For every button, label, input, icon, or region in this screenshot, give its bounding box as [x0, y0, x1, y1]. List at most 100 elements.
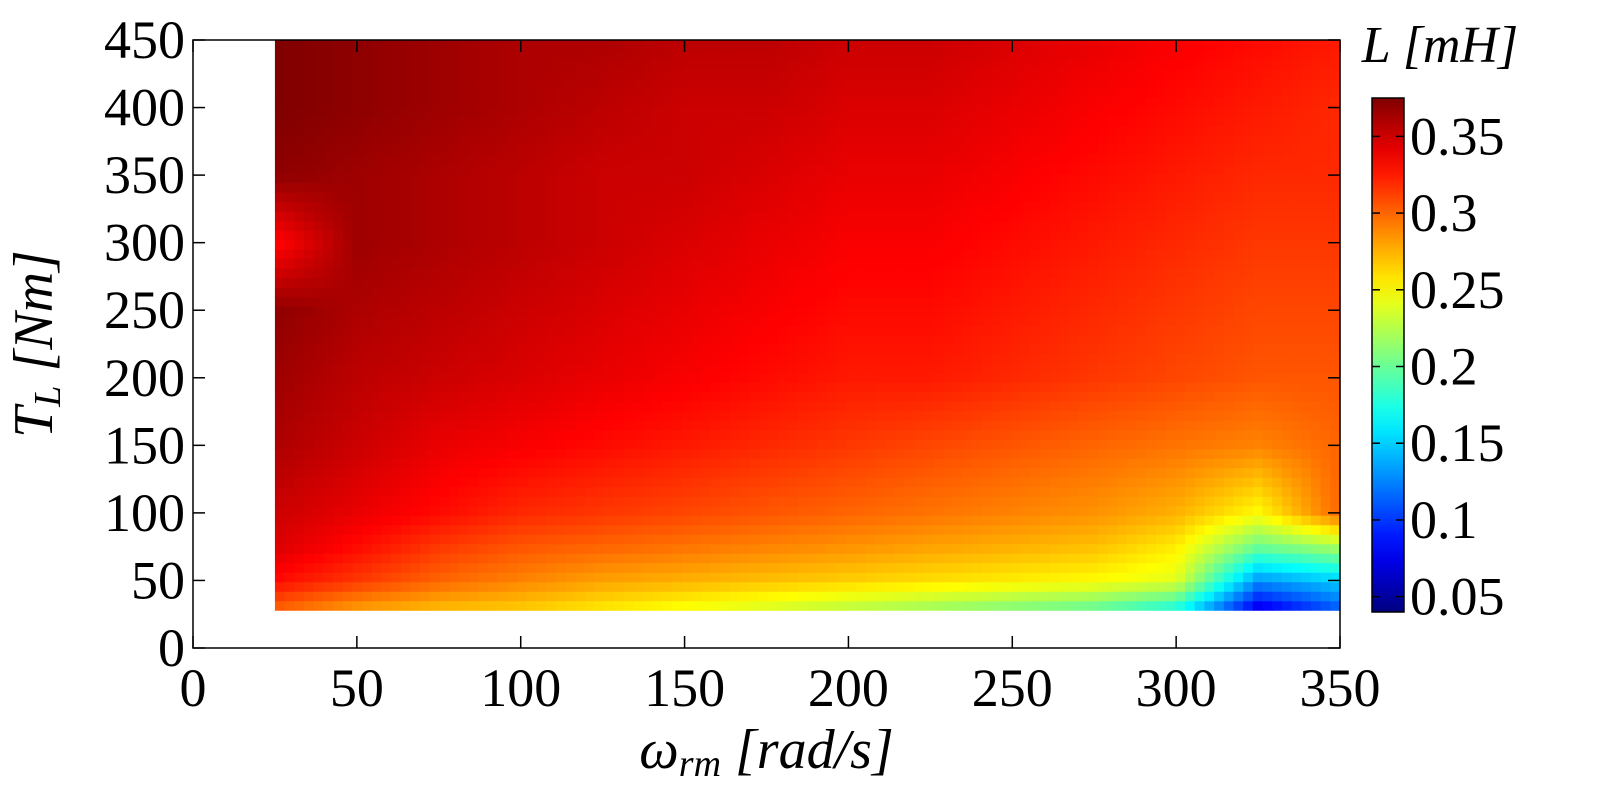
- heatmap-cell: [642, 182, 654, 193]
- heatmap-cell: [342, 581, 353, 592]
- heatmap-cell: [623, 420, 634, 431]
- heatmap-cell: [1262, 325, 1273, 336]
- heatmap-cell: [1262, 363, 1273, 374]
- heatmap-cell: [855, 268, 867, 279]
- heatmap-cell: [584, 334, 596, 345]
- heatmap-cell: [623, 467, 634, 478]
- heatmap-cell: [342, 477, 353, 488]
- heatmap-cell: [1223, 401, 1235, 412]
- heatmap-cell: [943, 382, 954, 393]
- heatmap-cell: [981, 287, 993, 298]
- heatmap-cell: [1301, 543, 1312, 554]
- heatmap-cell: [642, 581, 654, 592]
- heatmap-cell: [1020, 543, 1031, 554]
- heatmap-cell: [788, 325, 799, 336]
- heatmap-cell: [1165, 515, 1176, 526]
- heatmap-cell: [1185, 249, 1196, 260]
- heatmap-cell: [546, 220, 557, 231]
- heatmap-cell: [439, 467, 450, 478]
- heatmap-cell: [526, 325, 537, 336]
- heatmap-cell: [768, 420, 780, 431]
- heatmap-cell: [710, 230, 721, 241]
- heatmap-cell: [981, 220, 993, 231]
- heatmap-cell: [1146, 524, 1157, 535]
- heatmap-cell: [458, 382, 470, 393]
- heatmap-cell: [807, 382, 818, 393]
- heatmap-cell: [458, 201, 470, 212]
- heatmap-cell: [546, 591, 557, 602]
- heatmap-cell: [555, 391, 566, 402]
- heatmap-cell: [400, 173, 412, 184]
- heatmap-cell: [662, 581, 673, 592]
- heatmap-cell: [497, 591, 508, 602]
- heatmap-cell: [584, 401, 596, 412]
- heatmap-cell: [613, 562, 625, 573]
- heatmap-cell: [487, 182, 499, 193]
- heatmap-cell: [458, 429, 470, 440]
- heatmap-cell: [1243, 334, 1254, 345]
- heatmap-cell: [400, 562, 412, 573]
- heatmap-cell: [1291, 553, 1302, 564]
- heatmap-cell: [855, 524, 867, 535]
- heatmap-cell: [826, 382, 838, 393]
- heatmap-cell: [487, 344, 499, 355]
- heatmap-cell: [739, 353, 750, 364]
- heatmap-cell: [1272, 382, 1283, 393]
- heatmap-cell: [739, 543, 750, 554]
- heatmap-cell: [884, 325, 896, 336]
- heatmap-cell: [381, 572, 392, 583]
- heatmap-cell: [420, 296, 431, 307]
- heatmap-cell: [884, 439, 896, 450]
- heatmap-cell: [594, 410, 605, 421]
- heatmap-cell: [836, 363, 847, 374]
- heatmap-cell: [391, 344, 402, 355]
- heatmap-cell: [1059, 486, 1070, 497]
- heatmap-cell: [410, 524, 421, 535]
- heatmap-cell: [749, 182, 760, 193]
- heatmap-cell: [759, 448, 770, 459]
- heatmap-cell: [739, 192, 750, 203]
- heatmap-cell: [352, 334, 363, 345]
- heatmap-cell: [429, 401, 441, 412]
- heatmap-cell: [1107, 334, 1118, 345]
- heatmap-cell: [1233, 211, 1244, 222]
- heatmap-cell: [826, 296, 838, 307]
- heatmap-cell: [1204, 553, 1215, 564]
- heatmap-cell: [797, 600, 809, 611]
- heatmap-cell: [991, 448, 1002, 459]
- heatmap-cell: [1262, 344, 1273, 355]
- heatmap-cell: [1088, 334, 1099, 345]
- heatmap-cell: [429, 553, 441, 564]
- heatmap-cell: [933, 553, 944, 564]
- heatmap-cell: [817, 410, 828, 421]
- heatmap-cell: [313, 249, 324, 260]
- heatmap-cell: [991, 325, 1002, 336]
- heatmap-cell: [284, 344, 295, 355]
- heatmap-cell: [497, 220, 508, 231]
- heatmap-cell: [962, 334, 973, 345]
- heatmap-cell: [1281, 448, 1293, 459]
- heatmap-cell: [1262, 249, 1273, 260]
- heatmap-cell: [284, 325, 295, 336]
- heatmap-cell: [1175, 287, 1186, 298]
- heatmap-cell: [749, 287, 760, 298]
- heatmap-cell: [613, 258, 625, 269]
- heatmap-cell: [972, 249, 983, 260]
- heatmap-cell: [817, 543, 828, 554]
- heatmap-cell: [1059, 534, 1070, 545]
- heatmap-cell: [497, 258, 508, 269]
- heatmap-cell: [487, 553, 499, 564]
- heatmap-cell: [720, 524, 731, 535]
- heatmap-cell: [1088, 391, 1099, 402]
- heatmap-cell: [1243, 543, 1254, 554]
- heatmap-cell: [420, 562, 431, 573]
- heatmap-cell: [565, 296, 576, 307]
- heatmap-cell: [1252, 420, 1264, 431]
- heatmap-cell: [468, 448, 479, 459]
- heatmap-cell: [381, 600, 392, 611]
- heatmap-cell: [681, 372, 692, 383]
- heatmap-cell: [1146, 477, 1157, 488]
- heatmap-cell: [768, 600, 780, 611]
- heatmap-cell: [884, 182, 896, 193]
- heatmap-cell: [439, 448, 450, 459]
